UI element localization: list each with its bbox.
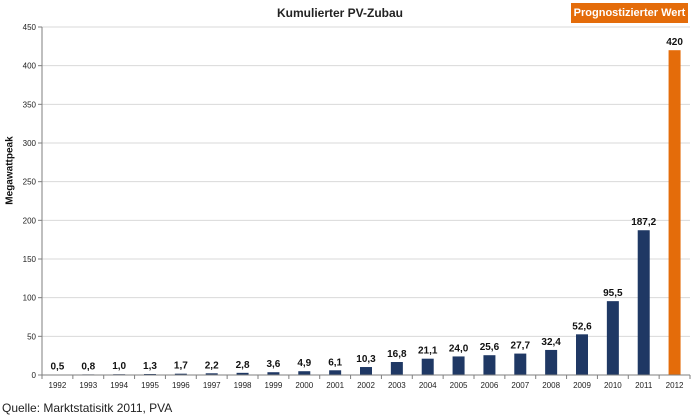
x-tick-label: 2008 xyxy=(542,381,560,390)
x-tick-label: 1994 xyxy=(110,381,128,390)
bar-2005 xyxy=(452,356,465,375)
x-tick-label: 1996 xyxy=(172,381,190,390)
y-tick-label: 350 xyxy=(23,100,37,109)
value-labels: 0,5 0,8 1,0 1,3 1,7 2,2 2,8 3,6 4,9 6,1 10,3 16,8 21… xyxy=(50,37,683,372)
bar-2004 xyxy=(421,358,434,375)
gridlines xyxy=(42,26,690,337)
y-tick-label: 100 xyxy=(23,294,37,303)
x-tick-label: 2007 xyxy=(511,381,529,390)
value-label: 10,3 xyxy=(356,354,376,365)
bar-1995 xyxy=(144,373,156,375)
bar-2007 xyxy=(514,353,527,375)
bar-2011 xyxy=(637,230,650,375)
y-axis-label: Megawattpeak xyxy=(4,136,16,205)
value-label: 21,1 xyxy=(418,346,438,357)
y-tick-label: 250 xyxy=(23,178,37,187)
value-label: 52,6 xyxy=(572,321,592,332)
bars xyxy=(51,50,681,376)
x-tick-label: 2002 xyxy=(357,381,375,390)
bar-2006 xyxy=(483,355,496,375)
x-tick-label: 2001 xyxy=(326,381,344,390)
y-tick-label: 200 xyxy=(23,216,37,225)
chart-title: Kumulierter PV-Zubau xyxy=(276,6,404,20)
x-tick-labels: 1992 1993 1994 1995 1996 1997 1998 1999 2000 2001… xyxy=(49,381,684,390)
y-tick-label: 400 xyxy=(23,62,37,71)
value-label: 0,5 xyxy=(50,362,64,373)
x-tick-label: 2006 xyxy=(481,381,499,390)
x-tick-label: 2010 xyxy=(604,381,622,390)
value-label: 2,2 xyxy=(205,360,219,371)
bar-1999 xyxy=(267,372,280,375)
axes xyxy=(38,26,691,379)
y-tick-labels: 0 50 100 150 200 250 300 350 400 450 xyxy=(23,23,37,380)
x-tick-label: 2012 xyxy=(666,381,684,390)
y-tick-label: 50 xyxy=(27,332,36,341)
bar-1997 xyxy=(205,373,218,375)
legend-forecast: Prognostizierter Wert xyxy=(571,3,688,23)
x-tick-label: 2011 xyxy=(635,381,653,390)
x-tick-label: 2009 xyxy=(573,381,591,390)
value-label: 0,8 xyxy=(81,361,95,372)
x-tick-label: 1998 xyxy=(234,381,252,390)
y-tick-label: 450 xyxy=(23,23,37,32)
bar-2003 xyxy=(390,362,403,375)
source-note: Quelle: Marktstatisitk 2011, PVA xyxy=(2,401,173,415)
x-tick-label: 2004 xyxy=(419,381,437,390)
x-tick-label: 1993 xyxy=(79,381,97,390)
value-label: 187,2 xyxy=(631,217,656,228)
value-label: 1,3 xyxy=(143,361,157,372)
bar-2010 xyxy=(606,301,619,375)
bar-2000 xyxy=(298,371,311,375)
bar-1996 xyxy=(174,373,187,375)
value-label: 1,7 xyxy=(174,361,188,372)
x-tick-label: 1992 xyxy=(49,381,67,390)
bar-2001 xyxy=(329,370,342,375)
value-label: 420 xyxy=(666,37,683,48)
value-label: 6,1 xyxy=(328,357,342,368)
x-tick-label: 1999 xyxy=(265,381,283,390)
value-label: 27,7 xyxy=(511,341,531,352)
x-tick-label: 1995 xyxy=(141,381,159,390)
value-label: 1,0 xyxy=(112,361,126,372)
x-tick-label: 2000 xyxy=(295,381,313,390)
bar-2008 xyxy=(545,349,558,375)
value-label: 24,0 xyxy=(449,343,469,354)
bar-1998 xyxy=(236,372,249,375)
bar-2012 xyxy=(668,50,681,375)
value-label: 16,8 xyxy=(387,349,407,360)
y-tick-label: 300 xyxy=(23,139,37,148)
x-tick-label: 2005 xyxy=(450,381,468,390)
bar-2002 xyxy=(360,367,372,375)
x-tick-label: 2003 xyxy=(388,381,406,390)
x-tick-label: 1997 xyxy=(203,381,221,390)
y-tick-label: 150 xyxy=(23,255,37,264)
y-tick-label: 0 xyxy=(32,371,37,380)
value-label: 32,4 xyxy=(541,337,561,348)
bar-2009 xyxy=(576,334,588,375)
value-label: 3,6 xyxy=(266,359,280,370)
value-label: 25,6 xyxy=(480,342,500,353)
value-label: 2,8 xyxy=(236,360,250,371)
value-label: 4,9 xyxy=(297,358,311,369)
value-label: 95,5 xyxy=(603,288,623,299)
